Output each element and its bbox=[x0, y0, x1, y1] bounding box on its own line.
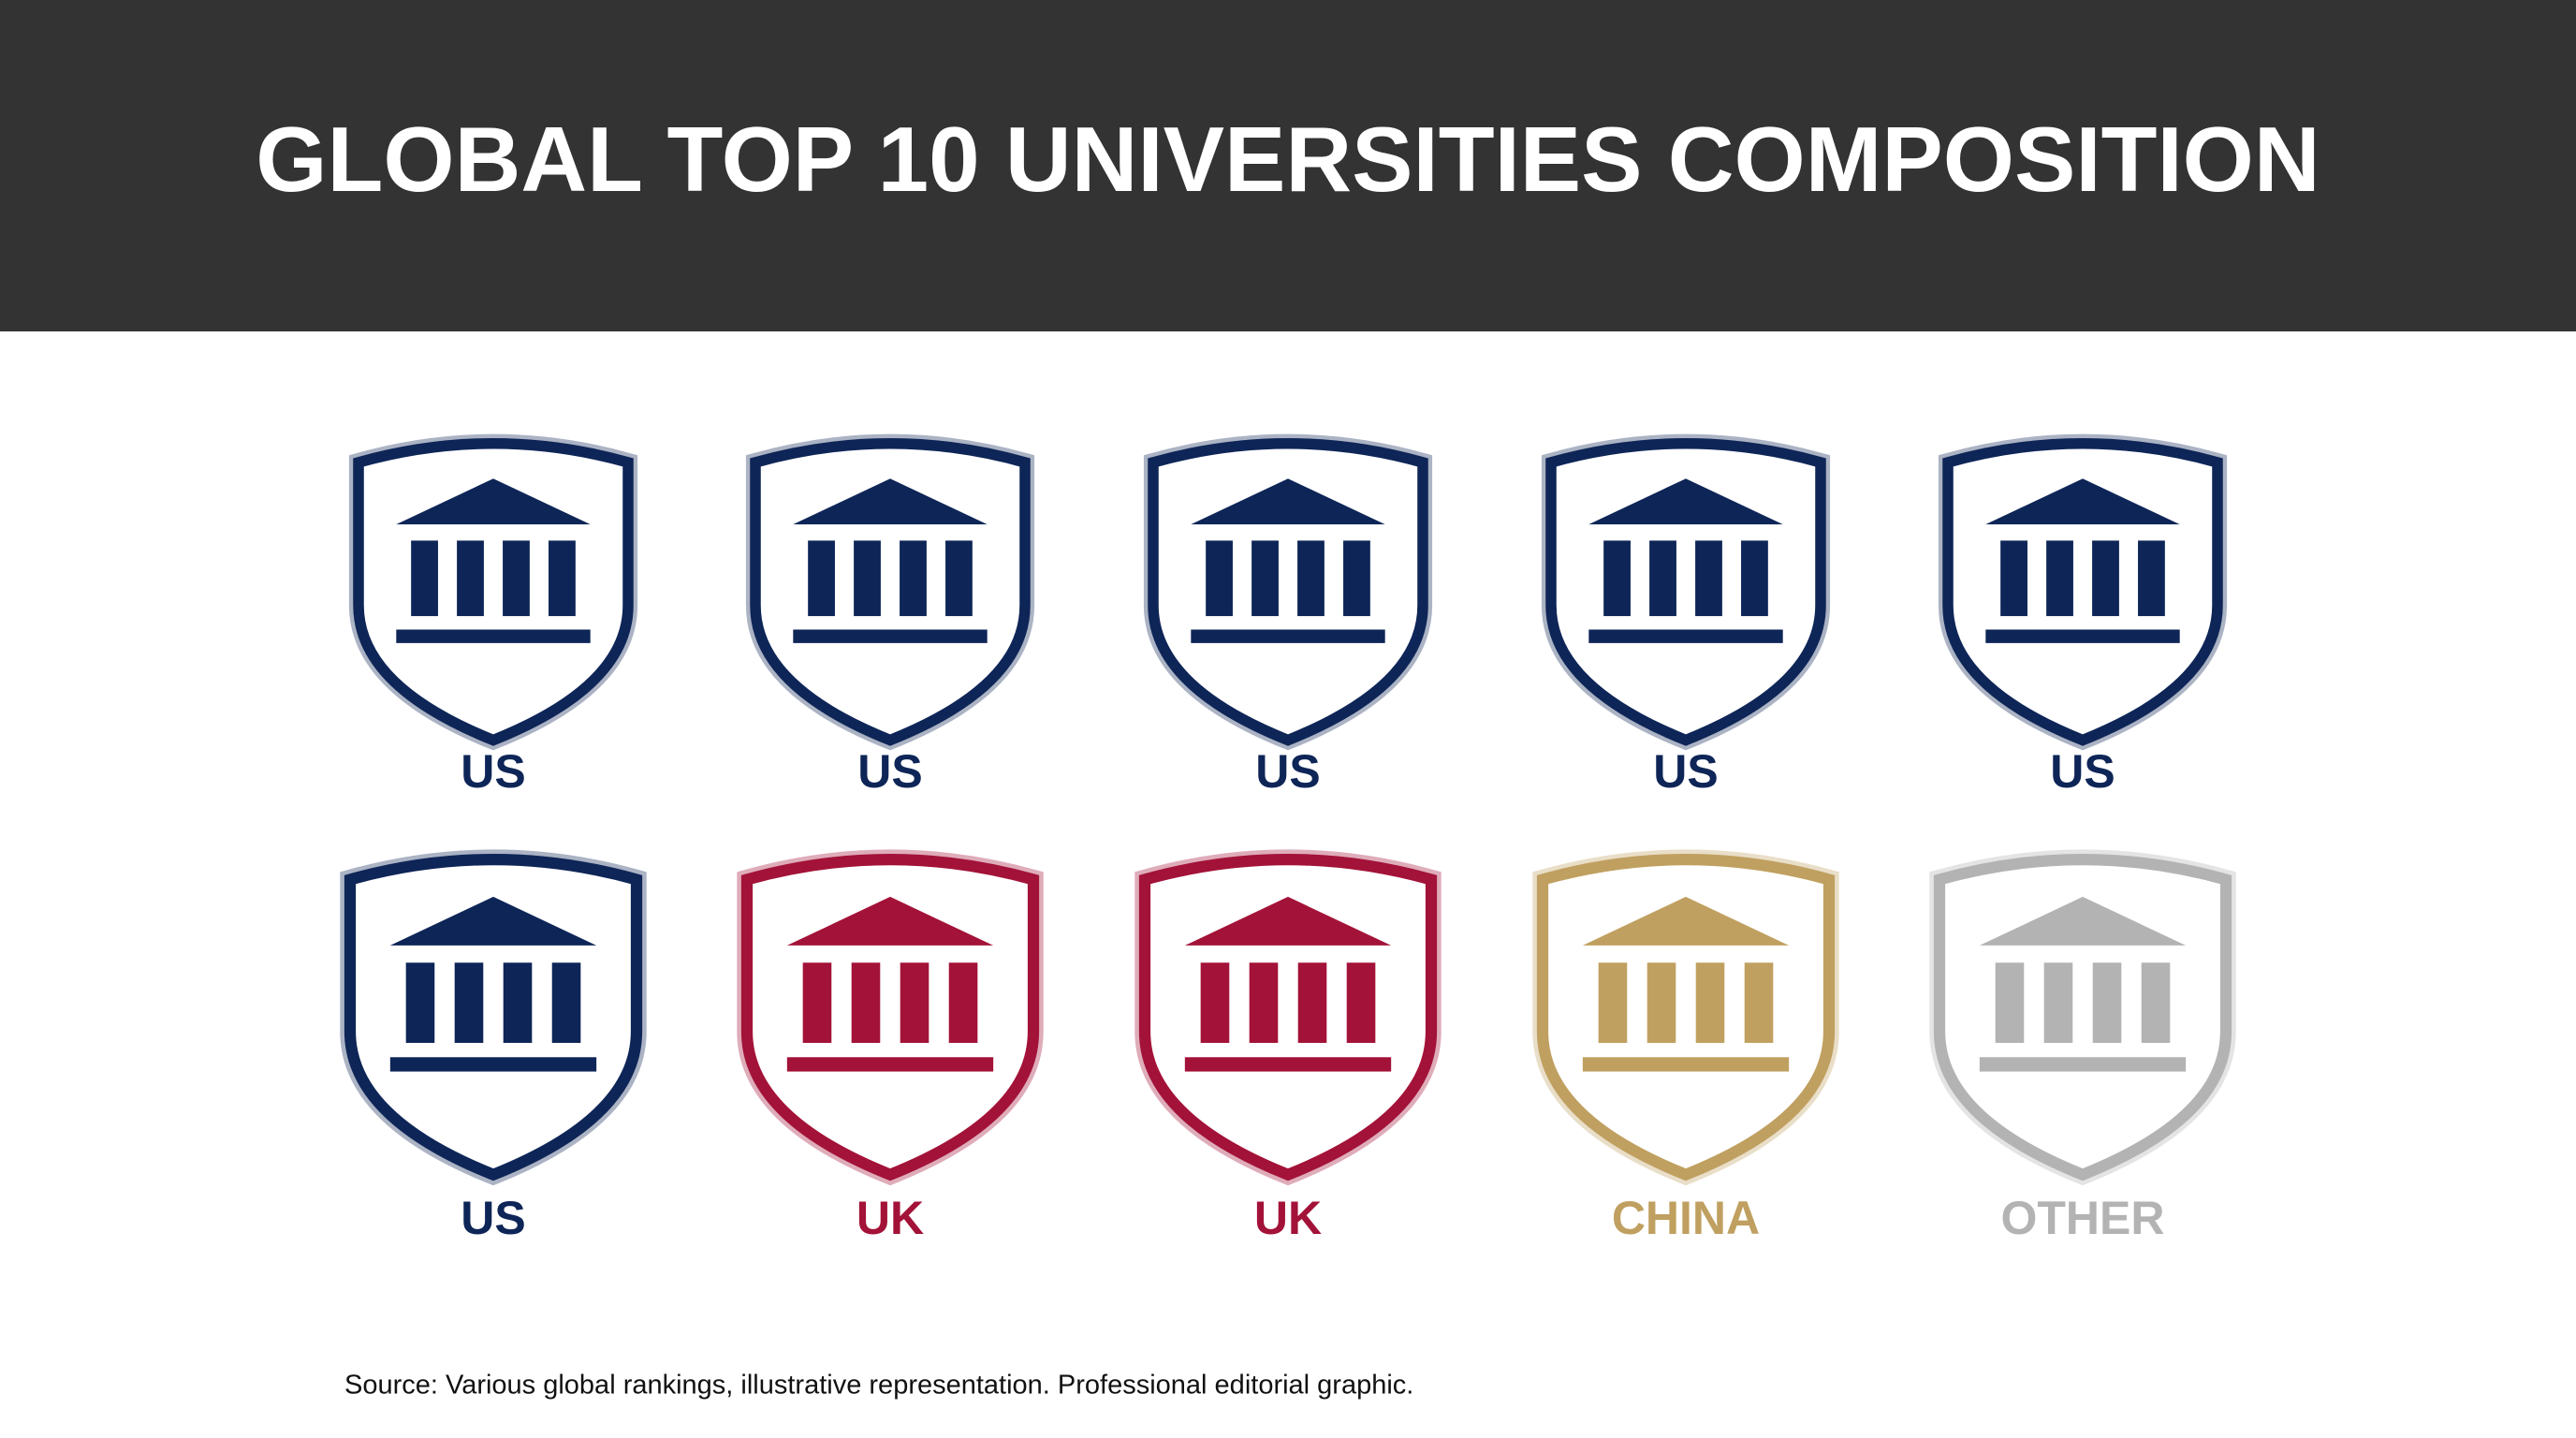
country-label: US bbox=[2050, 745, 2115, 798]
shield-icon bbox=[1134, 849, 1442, 1186]
shield-icon bbox=[1143, 433, 1433, 751]
building-column bbox=[851, 962, 881, 1043]
building-column bbox=[900, 962, 929, 1043]
shield-icon bbox=[1938, 433, 2228, 751]
building-column bbox=[1346, 962, 1376, 1043]
shield-icon bbox=[348, 433, 638, 751]
building-column bbox=[1206, 540, 1233, 617]
country-label: OTHER bbox=[2001, 1192, 2165, 1244]
building-column bbox=[945, 540, 973, 617]
building-base bbox=[1985, 629, 2180, 643]
building-column bbox=[454, 962, 484, 1043]
building-column bbox=[2043, 962, 2073, 1043]
building-column bbox=[1647, 962, 1676, 1043]
building-roof bbox=[1184, 896, 1392, 946]
shield-icon bbox=[340, 849, 647, 1186]
building-column bbox=[1343, 540, 1370, 617]
building-column bbox=[405, 962, 435, 1043]
building-column bbox=[2138, 540, 2165, 617]
building-roof bbox=[793, 478, 988, 525]
building-base bbox=[1582, 1057, 1790, 1072]
shield-icon bbox=[745, 433, 1035, 751]
building-base bbox=[1588, 629, 1783, 643]
shield-icon bbox=[1929, 849, 2236, 1186]
building-column bbox=[411, 540, 438, 617]
building-column bbox=[1200, 962, 1230, 1043]
building-roof bbox=[396, 478, 591, 525]
building-column bbox=[900, 540, 927, 617]
country-label: UK bbox=[1254, 1192, 1322, 1244]
title: GLOBAL TOP 10 UNIVERSITIES COMPOSITION bbox=[256, 108, 2320, 211]
building-column bbox=[1995, 962, 2025, 1043]
building-column bbox=[854, 540, 881, 617]
header-bar bbox=[0, 0, 2576, 331]
building-column bbox=[551, 962, 581, 1043]
building-column bbox=[1297, 540, 1325, 617]
building-column bbox=[2141, 962, 2171, 1043]
building-base bbox=[1191, 629, 1385, 643]
building-column bbox=[948, 962, 978, 1043]
building-roof bbox=[786, 896, 994, 946]
country-label: US bbox=[461, 1192, 525, 1244]
building-column bbox=[1695, 540, 1722, 617]
building-column bbox=[1695, 962, 1725, 1043]
building-column bbox=[2092, 540, 2119, 617]
country-label: US bbox=[1653, 745, 1718, 798]
building-roof bbox=[1191, 478, 1385, 525]
country-label: US bbox=[1255, 745, 1320, 798]
shield-icon bbox=[737, 849, 1044, 1186]
country-label: US bbox=[857, 745, 922, 798]
building-base bbox=[786, 1057, 994, 1072]
building-column bbox=[1297, 962, 1327, 1043]
building-roof bbox=[389, 896, 597, 946]
building-base bbox=[1979, 1057, 2187, 1072]
building-roof bbox=[1985, 478, 2180, 525]
source-note: Source: Various global rankings, illustr… bbox=[344, 1371, 1413, 1401]
building-column bbox=[1649, 540, 1676, 617]
building-column bbox=[1741, 540, 1768, 617]
building-column bbox=[2092, 962, 2122, 1043]
building-column bbox=[457, 540, 484, 617]
building-column bbox=[1603, 540, 1631, 617]
building-roof bbox=[1979, 896, 2187, 946]
country-label: US bbox=[461, 745, 525, 798]
building-column bbox=[2046, 540, 2073, 617]
building-column bbox=[802, 962, 832, 1043]
building-column bbox=[1249, 962, 1279, 1043]
shield-icon bbox=[1541, 433, 1831, 751]
building-base bbox=[396, 629, 591, 643]
country-label: UK bbox=[856, 1192, 924, 1244]
building-column bbox=[1251, 540, 1279, 617]
building-column bbox=[549, 540, 576, 617]
building-base bbox=[389, 1057, 597, 1072]
building-column bbox=[2000, 540, 2027, 617]
building-column bbox=[808, 540, 835, 617]
country-label: CHINA bbox=[1612, 1192, 1760, 1244]
building-roof bbox=[1588, 478, 1783, 525]
building-base bbox=[793, 629, 988, 643]
building-base bbox=[1184, 1057, 1392, 1072]
building-roof bbox=[1582, 896, 1790, 946]
building-column bbox=[1744, 962, 1774, 1043]
building-column bbox=[1598, 962, 1628, 1043]
building-column bbox=[503, 540, 530, 617]
building-column bbox=[503, 962, 533, 1043]
shield-icon bbox=[1532, 849, 1839, 1186]
